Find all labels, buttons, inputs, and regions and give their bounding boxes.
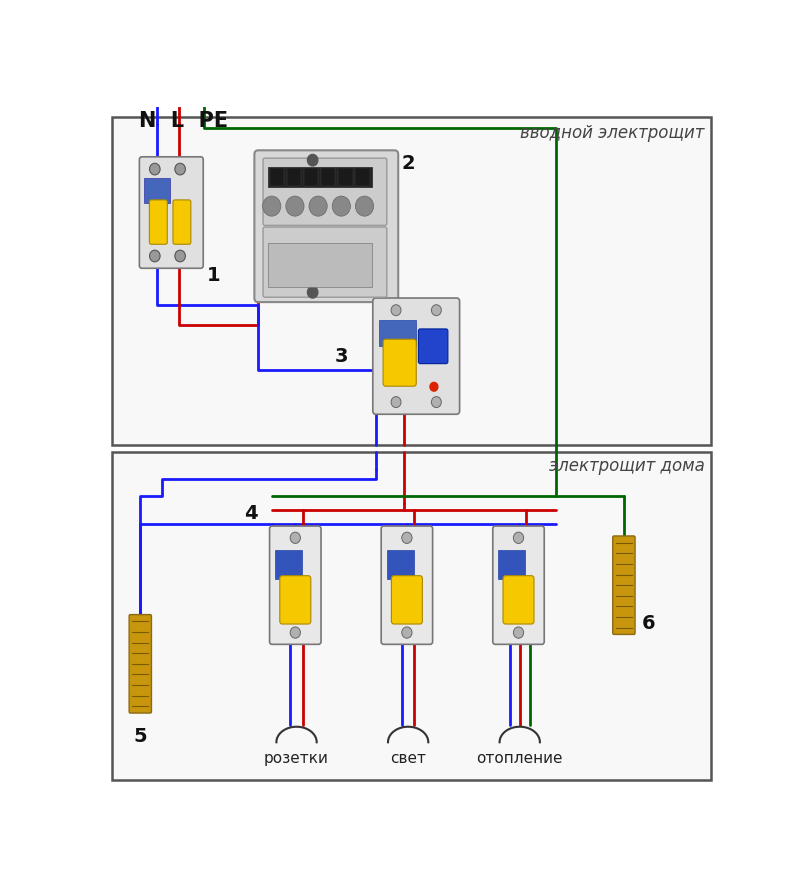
Text: вводной электрощит: вводной электрощит [520,123,705,142]
FancyBboxPatch shape [503,575,534,624]
Circle shape [150,163,160,175]
FancyBboxPatch shape [254,150,398,302]
FancyBboxPatch shape [338,169,353,186]
FancyBboxPatch shape [173,200,191,244]
Text: отопление: отопление [477,750,563,765]
FancyBboxPatch shape [304,169,318,186]
Text: 6: 6 [642,614,656,633]
FancyBboxPatch shape [386,550,414,579]
FancyBboxPatch shape [280,575,310,624]
Text: 2: 2 [402,155,415,173]
Circle shape [332,196,350,216]
Circle shape [514,532,524,543]
Circle shape [290,627,301,638]
Circle shape [175,250,186,262]
Circle shape [286,196,304,216]
FancyBboxPatch shape [381,526,433,645]
Circle shape [514,627,524,638]
Circle shape [175,163,186,175]
FancyBboxPatch shape [112,452,710,780]
Circle shape [431,397,442,408]
FancyBboxPatch shape [263,158,387,226]
FancyBboxPatch shape [268,167,372,186]
FancyBboxPatch shape [144,178,170,202]
Text: электрощит дома: электрощит дома [549,456,705,475]
FancyBboxPatch shape [391,575,422,624]
Circle shape [430,383,438,391]
Circle shape [290,532,301,543]
Circle shape [391,397,401,408]
Circle shape [355,196,374,216]
FancyBboxPatch shape [268,242,372,287]
FancyBboxPatch shape [287,169,302,186]
Text: 1: 1 [206,266,220,284]
Text: свет: свет [390,750,426,765]
FancyBboxPatch shape [322,169,335,186]
FancyBboxPatch shape [129,614,151,713]
FancyBboxPatch shape [263,227,387,297]
Circle shape [309,196,327,216]
Circle shape [307,155,318,166]
Circle shape [150,250,160,262]
FancyBboxPatch shape [418,329,448,364]
FancyBboxPatch shape [270,526,321,645]
FancyBboxPatch shape [498,550,525,579]
Text: N  L  PE: N L PE [139,111,228,131]
Circle shape [431,305,442,315]
Circle shape [402,532,412,543]
FancyBboxPatch shape [139,157,203,268]
FancyBboxPatch shape [378,321,416,346]
Circle shape [307,287,318,298]
Text: розетки: розетки [264,750,329,765]
FancyBboxPatch shape [373,298,459,414]
Text: 3: 3 [334,346,348,366]
Circle shape [402,627,412,638]
FancyBboxPatch shape [613,536,635,634]
FancyBboxPatch shape [383,339,416,386]
Circle shape [391,305,401,315]
FancyBboxPatch shape [493,526,544,645]
FancyBboxPatch shape [355,169,370,186]
FancyBboxPatch shape [270,169,284,186]
Circle shape [262,196,281,216]
Text: 5: 5 [134,726,147,746]
FancyBboxPatch shape [150,200,167,244]
FancyBboxPatch shape [275,550,302,579]
Text: 4: 4 [245,504,258,523]
FancyBboxPatch shape [112,117,710,445]
